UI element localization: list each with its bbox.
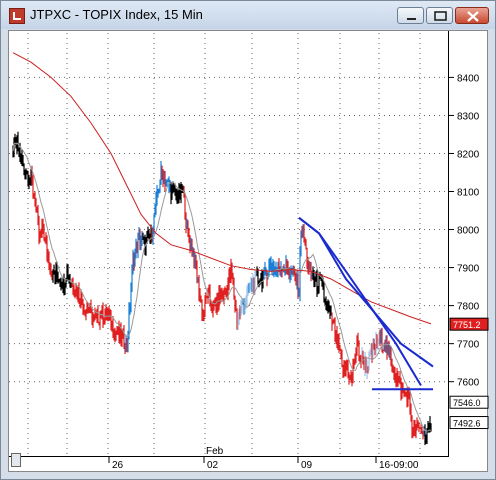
close-icon: [467, 11, 479, 22]
price-tag-label: 7751.2: [453, 320, 481, 330]
month-label: Feb: [206, 446, 224, 457]
y-tick-label: 8100: [457, 188, 480, 199]
x-tick-label: 26: [112, 460, 124, 471]
price-bars: [12, 131, 432, 446]
x-tick-label: 09: [301, 460, 313, 471]
plot-area[interactable]: [9, 31, 449, 457]
y-tick-label: 7900: [457, 264, 480, 275]
title-bar[interactable]: JTPXC - TOPIX Index, 15 Min: [1, 1, 495, 29]
x-axis: 26 02 09 16-09:00 Feb: [108, 446, 419, 471]
price-tag-label: 7492.6: [453, 419, 481, 429]
y-tick-label: 7800: [457, 302, 480, 313]
minimize-button[interactable]: [397, 7, 424, 24]
y-axis: 7600 7700 7800 7900 8000 8100 8200 8300 8400: [449, 73, 480, 389]
y-tick-label: 7600: [457, 378, 480, 389]
price-tag-box: [449, 416, 489, 430]
moving-averages: [12, 52, 432, 432]
x-tick-label: 16-09:00: [379, 460, 419, 471]
trendline: [298, 217, 434, 368]
fast-moving-average-line: [12, 142, 432, 432]
close-button[interactable]: [455, 7, 489, 24]
trendlines: [298, 217, 434, 391]
price-tag-label: 7546.0: [453, 398, 481, 408]
y-tick-label: 7700: [457, 340, 480, 351]
y-tick-label: 8200: [457, 149, 480, 160]
price-tags: 7751.2 7546.0 7492.6: [449, 317, 489, 430]
minimize-icon: [407, 18, 416, 20]
x-tick-label: 02: [207, 460, 219, 471]
maximize-icon: [434, 11, 447, 21]
price-tag-box: [449, 395, 489, 409]
chart-app-icon: [9, 8, 25, 24]
price-tag-box: [449, 317, 489, 331]
y-tick-label: 8000: [457, 226, 480, 237]
maximize-button[interactable]: [426, 7, 453, 24]
window-title: JTPXC - TOPIX Index, 15 Min: [30, 7, 203, 22]
y-tick-label: 8400: [457, 73, 480, 84]
chart-scroll-handle[interactable]: [11, 453, 21, 467]
grid: [9, 33, 449, 455]
y-tick-label: 8300: [457, 111, 480, 122]
